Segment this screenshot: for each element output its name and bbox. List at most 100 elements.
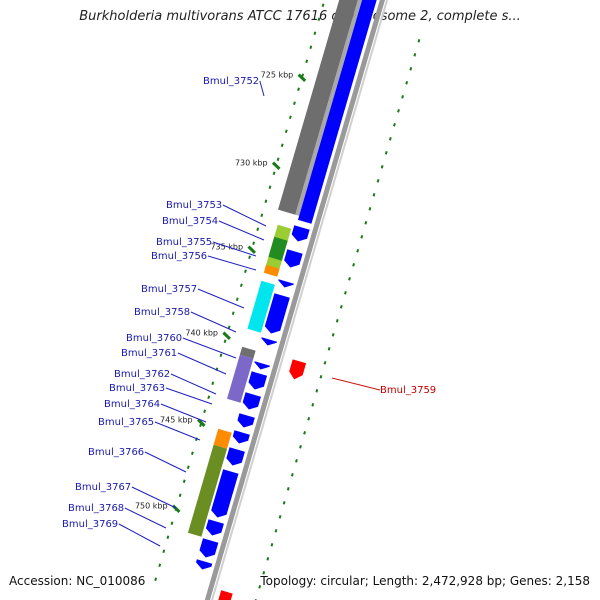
gene-label-bmul-3755-leader xyxy=(212,241,257,257)
scale-dot-outer xyxy=(331,333,335,337)
gene-label-bmul-3758-leader xyxy=(190,311,237,333)
scale-dot-outer xyxy=(258,585,262,589)
scale-dot-outer xyxy=(282,501,286,505)
gene-label-bmul-3767-leader xyxy=(131,486,177,509)
scale-dot xyxy=(223,339,227,344)
scale-dot xyxy=(248,255,251,260)
forward-gene-arrow xyxy=(264,293,290,334)
scale-dot xyxy=(260,213,264,218)
scale-dot-outer xyxy=(339,305,343,309)
cog-block-orange xyxy=(263,264,280,277)
scale-dot xyxy=(309,45,313,50)
scale-dot-outer xyxy=(315,389,319,393)
scale-dot-outer xyxy=(319,375,323,379)
scale-dot-outer xyxy=(323,361,327,365)
gc-band-light xyxy=(295,0,363,216)
scale-dot-outer xyxy=(380,165,384,169)
kbp-tick-label: 725 kbp xyxy=(261,71,294,80)
forward-gene-arrow xyxy=(232,430,250,444)
scale-dot-outer xyxy=(401,95,404,99)
scale-dot xyxy=(211,381,215,386)
scale-dot-outer xyxy=(278,515,282,519)
forward-gene-arrow xyxy=(226,447,245,466)
cog-block-gray xyxy=(239,346,256,359)
scale-dot xyxy=(190,451,194,456)
forward-gene-arrow xyxy=(211,469,239,518)
scale-dot xyxy=(284,129,288,134)
forward-gene-arrow xyxy=(284,249,303,268)
scale-dot-outer xyxy=(274,529,278,533)
scale-dot xyxy=(166,535,170,540)
scale-dot xyxy=(264,199,268,204)
backbone-ring xyxy=(204,0,385,600)
gene-label-bmul-3769: Bmul_3769 xyxy=(62,519,118,530)
scale-dot-outer xyxy=(376,179,380,183)
cog-block-darkgreen xyxy=(268,236,288,261)
backbone-ring-highlight xyxy=(211,0,389,600)
kbp-tick xyxy=(222,331,231,340)
scale-dot xyxy=(182,479,186,484)
kbp-tick-label: 740 kbp xyxy=(185,329,218,338)
gene-label-bmul-3764: Bmul_3764 xyxy=(104,399,160,410)
map-title: Burkholderia multivorans ATCC 17616 chro… xyxy=(79,9,521,24)
scale-dot xyxy=(256,227,260,232)
forward-gene-arrow xyxy=(205,519,224,536)
forward-gene-arrow xyxy=(237,413,255,428)
scale-dot xyxy=(227,325,231,330)
gene-label-bmul-3757-leader xyxy=(197,288,245,309)
gene-label-bmul-3759: Bmul_3759 xyxy=(380,385,436,396)
gene-label-bmul-3769-leader xyxy=(118,523,161,547)
gene-label-bmul-3754: Bmul_3754 xyxy=(162,216,218,227)
gene-label-bmul-3764-leader xyxy=(160,403,207,423)
scale-dot-outer xyxy=(413,53,417,57)
scale-dot-outer xyxy=(327,347,331,351)
scale-dot xyxy=(186,465,190,470)
reverse-gene-bmul-3759 xyxy=(289,359,307,380)
scale-dot xyxy=(231,311,235,316)
kbp-tick-label: 745 kbp xyxy=(160,416,193,425)
scale-dot-outer xyxy=(348,277,351,281)
scale-dot-outer xyxy=(372,193,376,197)
gene-label-bmul-3756-leader xyxy=(207,255,257,271)
forward-gene-arrow xyxy=(278,279,294,288)
gene-label-bmul-3755: Bmul_3755 xyxy=(156,237,212,248)
gene-label-bmul-3762-leader xyxy=(170,373,217,395)
scale-dot xyxy=(297,87,300,92)
scale-dot xyxy=(239,283,243,288)
scale-dot-outer xyxy=(356,249,360,253)
scale-dot-outer xyxy=(405,81,409,85)
kbp-tick xyxy=(196,418,206,427)
scale-dot-outer xyxy=(303,431,306,435)
cog-block-olive xyxy=(187,444,228,537)
scale-dot-outer xyxy=(344,291,347,295)
scale-dot xyxy=(305,59,309,64)
scale-dot xyxy=(288,115,292,120)
scale-dot xyxy=(203,409,207,414)
gene-label-bmul-3768: Bmul_3768 xyxy=(68,503,124,514)
gene-label-bmul-3752: Bmul_3752 xyxy=(203,76,259,87)
scale-dot xyxy=(321,3,325,8)
scale-dot xyxy=(235,297,239,302)
forward-gene-arrow xyxy=(196,559,213,570)
scale-dot-outer xyxy=(384,151,388,155)
scale-dot-outer xyxy=(335,319,339,323)
scale-dot xyxy=(276,157,280,162)
forward-gene-arrow xyxy=(242,392,261,410)
scale-dot-outer xyxy=(397,109,400,113)
gene-label-bmul-3760: Bmul_3760 xyxy=(126,333,182,344)
kbp-tick-label: 730 kbp xyxy=(235,159,268,168)
scale-dot-outer xyxy=(364,221,368,225)
scale-dot xyxy=(317,17,321,22)
gene-label-bmul-3765-leader xyxy=(154,421,201,441)
gene-label-bmul-3765: Bmul_3765 xyxy=(98,417,154,428)
gc-band-dark xyxy=(278,0,358,215)
scale-dot xyxy=(244,269,247,274)
scale-dot xyxy=(268,185,272,190)
kbp-tick xyxy=(297,73,307,82)
kbp-tick-label: 750 kbp xyxy=(135,502,168,511)
reverse-gene-arrow xyxy=(218,590,233,600)
kbp-tick xyxy=(271,161,281,170)
scale-dot-outer xyxy=(393,123,396,127)
scale-dot-outer xyxy=(295,459,298,463)
